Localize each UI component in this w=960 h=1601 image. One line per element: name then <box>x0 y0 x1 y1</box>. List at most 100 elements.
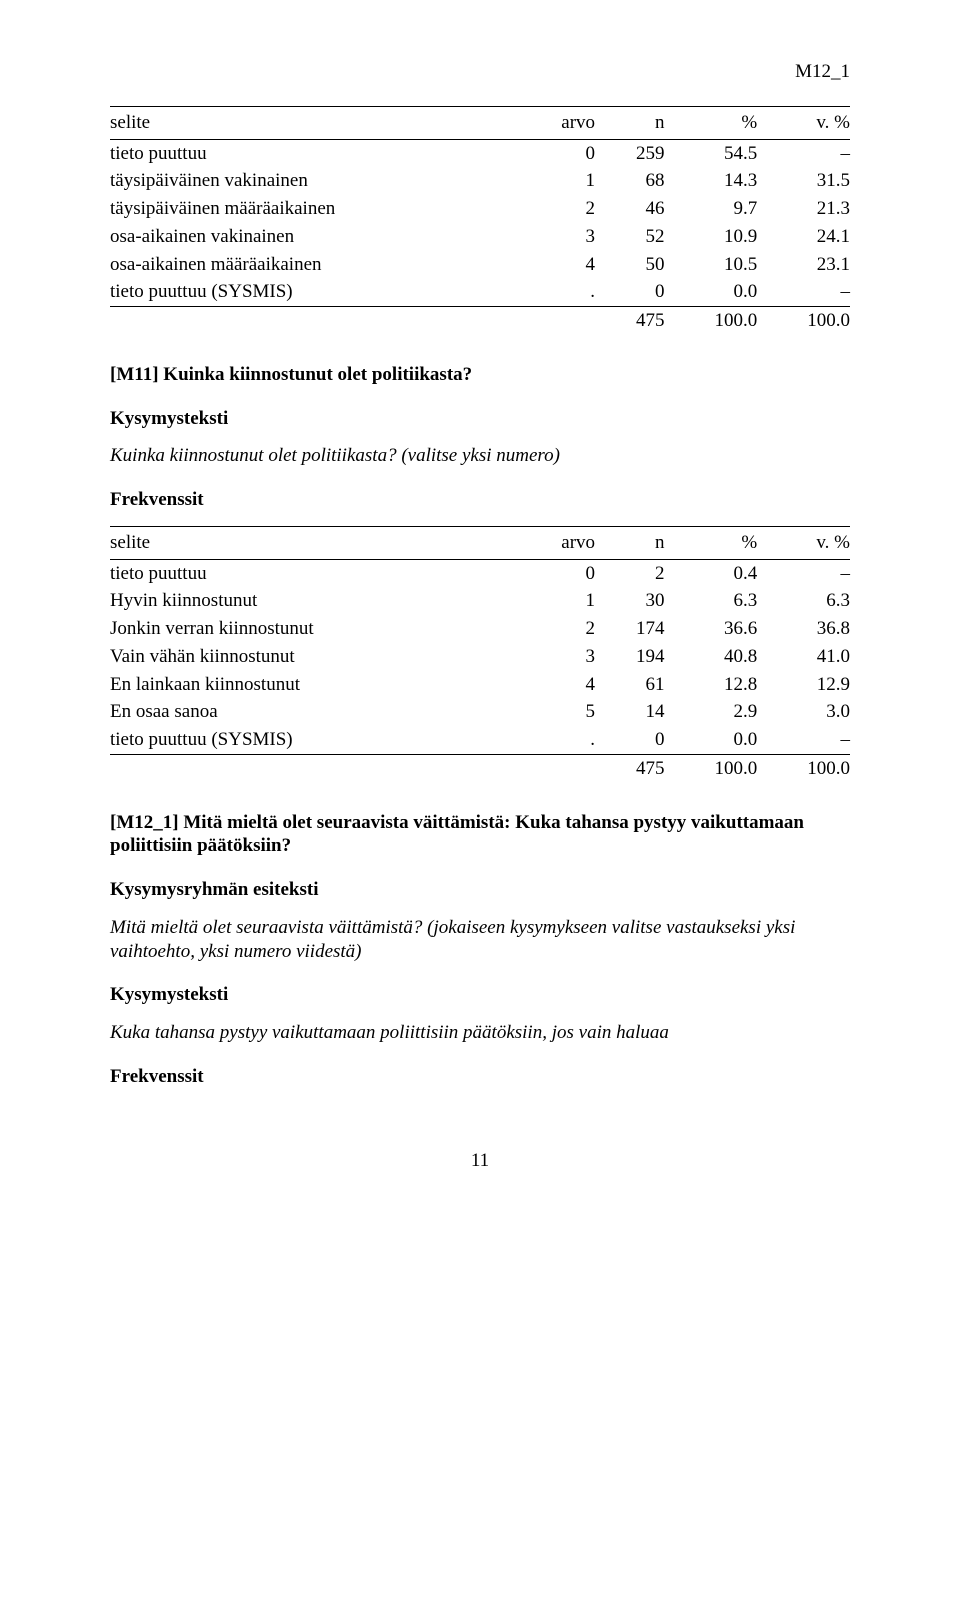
cell-pct: 10.9 <box>665 223 758 251</box>
cell-arvo: . <box>517 726 595 754</box>
table-row: En osaa sanoa 5 14 2.9 3.0 <box>110 698 850 726</box>
cell-n: 14 <box>595 698 664 726</box>
cell-pct: 54.5 <box>665 139 758 167</box>
cell-total-vpct: 100.0 <box>757 307 850 335</box>
cell-vpct: 31.5 <box>757 167 850 195</box>
th-n: n <box>595 106 664 139</box>
cell-arvo: 3 <box>517 223 595 251</box>
cell-arvo: 4 <box>517 671 595 699</box>
cell-label: En osaa sanoa <box>110 698 517 726</box>
page-number: 11 <box>110 1149 850 1173</box>
th-vpct: v. % <box>757 106 850 139</box>
th-arvo: arvo <box>517 526 595 559</box>
cell-vpct: – <box>757 139 850 167</box>
cell-label: täysipäiväinen vakinainen <box>110 167 517 195</box>
cell-vpct: 41.0 <box>757 643 850 671</box>
th-pct: % <box>665 106 758 139</box>
cell-vpct: 24.1 <box>757 223 850 251</box>
cell-vpct: 23.1 <box>757 251 850 279</box>
m12-title: [M12_1] Mitä mieltä olet seuraavista väi… <box>110 811 850 859</box>
cell-arvo: 2 <box>517 195 595 223</box>
cell-label: Hyvin kiinnostunut <box>110 587 517 615</box>
cell-pct: 0.4 <box>665 559 758 587</box>
cell-total-pct: 100.0 <box>665 754 758 782</box>
m12-question-text: Kuka tahansa pystyy vaikuttamaan poliitt… <box>110 1021 850 1045</box>
page-header-code: M12_1 <box>110 60 850 84</box>
cell-arvo: 2 <box>517 615 595 643</box>
table-row: osa-aikainen määräaikainen 4 50 10.5 23.… <box>110 251 850 279</box>
cell-arvo: 3 <box>517 643 595 671</box>
cell-vpct: 6.3 <box>757 587 850 615</box>
cell-total-vpct: 100.0 <box>757 754 850 782</box>
cell-pct: 40.8 <box>665 643 758 671</box>
m12-group-text: Mitä mieltä olet seuraavista väittämistä… <box>110 916 850 964</box>
m11-question-text: Kuinka kiinnostunut olet politiikasta? (… <box>110 444 850 468</box>
cell-n: 0 <box>595 726 664 754</box>
table-m10: selite arvo n % v. % tieto puuttuu 0 259… <box>110 106 850 335</box>
table-row: tieto puuttuu 0 2 0.4 – <box>110 559 850 587</box>
cell-pct: 0.0 <box>665 278 758 306</box>
cell-vpct: 36.8 <box>757 615 850 643</box>
cell-vpct: 12.9 <box>757 671 850 699</box>
table-row: osa-aikainen vakinainen 3 52 10.9 24.1 <box>110 223 850 251</box>
cell-n: 30 <box>595 587 664 615</box>
th-pct: % <box>665 526 758 559</box>
cell-n: 61 <box>595 671 664 699</box>
cell-total-n: 475 <box>595 754 664 782</box>
cell-total-n: 475 <box>595 307 664 335</box>
cell-vpct: – <box>757 278 850 306</box>
cell-total-pct: 100.0 <box>665 307 758 335</box>
cell-pct: 9.7 <box>665 195 758 223</box>
th-vpct: v. % <box>757 526 850 559</box>
cell-pct: 12.8 <box>665 671 758 699</box>
cell-vpct: 3.0 <box>757 698 850 726</box>
cell-label: tieto puuttuu (SYSMIS) <box>110 278 517 306</box>
cell-n: 46 <box>595 195 664 223</box>
table-row: tieto puuttuu (SYSMIS) . 0 0.0 – <box>110 278 850 306</box>
table-row: täysipäiväinen määräaikainen 2 46 9.7 21… <box>110 195 850 223</box>
cell-vpct: – <box>757 726 850 754</box>
cell-label: Vain vähän kiinnostunut <box>110 643 517 671</box>
table-m11: selite arvo n % v. % tieto puuttuu 0 2 0… <box>110 526 850 783</box>
cell-n: 68 <box>595 167 664 195</box>
cell-vpct: 21.3 <box>757 195 850 223</box>
cell-label: tieto puuttuu <box>110 139 517 167</box>
m11-title: [M11] Kuinka kiinnostunut olet politiika… <box>110 363 850 387</box>
table-total-row: 475 100.0 100.0 <box>110 307 850 335</box>
cell-pct: 0.0 <box>665 726 758 754</box>
table-row: Vain vähän kiinnostunut 3 194 40.8 41.0 <box>110 643 850 671</box>
cell-n: 259 <box>595 139 664 167</box>
table-row: Jonkin verran kiinnostunut 2 174 36.6 36… <box>110 615 850 643</box>
cell-label: tieto puuttuu <box>110 559 517 587</box>
table-row: täysipäiväinen vakinainen 1 68 14.3 31.5 <box>110 167 850 195</box>
table-row: tieto puuttuu (SYSMIS) . 0 0.0 – <box>110 726 850 754</box>
esiteksti-label: Kysymysryhmän esiteksti <box>110 878 850 902</box>
cell-label: En lainkaan kiinnostunut <box>110 671 517 699</box>
cell-pct: 6.3 <box>665 587 758 615</box>
th-selite: selite <box>110 106 517 139</box>
cell-arvo: 1 <box>517 587 595 615</box>
table-row: En lainkaan kiinnostunut 4 61 12.8 12.9 <box>110 671 850 699</box>
cell-pct: 2.9 <box>665 698 758 726</box>
cell-arvo: . <box>517 278 595 306</box>
table-row: tieto puuttuu 0 259 54.5 – <box>110 139 850 167</box>
cell-arvo: 1 <box>517 167 595 195</box>
cell-label: osa-aikainen määräaikainen <box>110 251 517 279</box>
cell-pct: 14.3 <box>665 167 758 195</box>
cell-arvo: 4 <box>517 251 595 279</box>
cell-arvo: 5 <box>517 698 595 726</box>
cell-n: 174 <box>595 615 664 643</box>
cell-label: osa-aikainen vakinainen <box>110 223 517 251</box>
kysymysteksti-label: Kysymysteksti <box>110 983 850 1007</box>
cell-n: 52 <box>595 223 664 251</box>
table-row: Hyvin kiinnostunut 1 30 6.3 6.3 <box>110 587 850 615</box>
cell-n: 50 <box>595 251 664 279</box>
cell-n: 194 <box>595 643 664 671</box>
cell-n: 2 <box>595 559 664 587</box>
cell-label: täysipäiväinen määräaikainen <box>110 195 517 223</box>
cell-pct: 10.5 <box>665 251 758 279</box>
frekvenssit-label: Frekvenssit <box>110 1065 850 1089</box>
th-n: n <box>595 526 664 559</box>
cell-n: 0 <box>595 278 664 306</box>
cell-arvo: 0 <box>517 559 595 587</box>
